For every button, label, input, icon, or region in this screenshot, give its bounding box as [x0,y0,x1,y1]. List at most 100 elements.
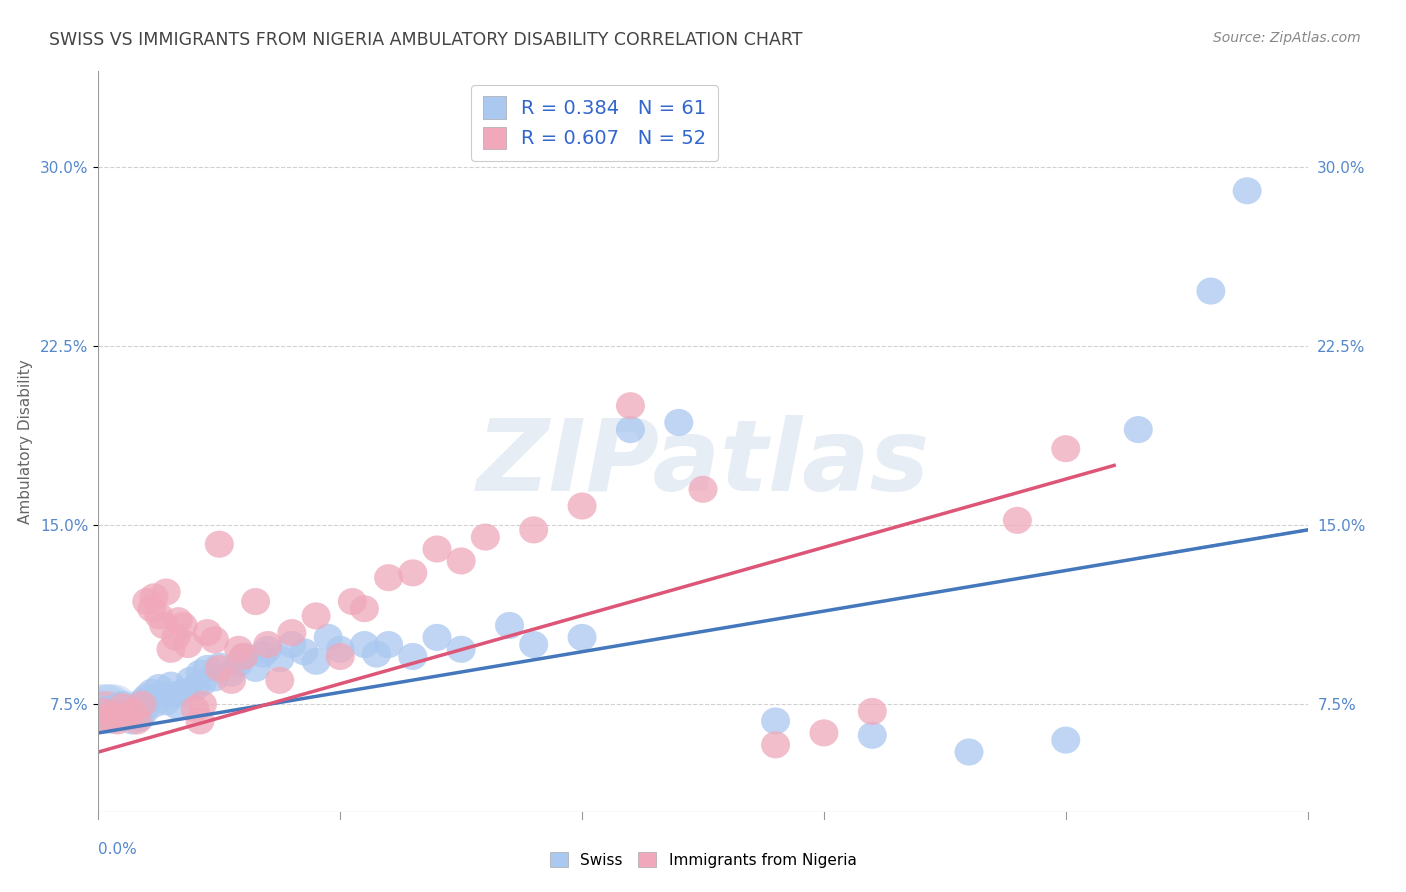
Ellipse shape [149,612,179,639]
Ellipse shape [447,548,475,574]
Ellipse shape [77,684,129,734]
Ellipse shape [86,691,129,731]
Ellipse shape [1002,507,1032,534]
Ellipse shape [422,535,451,563]
Ellipse shape [277,619,307,646]
Ellipse shape [111,703,139,730]
Ellipse shape [326,643,354,670]
Ellipse shape [103,693,132,720]
Ellipse shape [128,689,156,715]
Ellipse shape [98,700,128,727]
Ellipse shape [89,696,118,723]
Legend: Swiss, Immigrants from Nigeria: Swiss, Immigrants from Nigeria [544,846,862,873]
Ellipse shape [1123,416,1153,443]
Ellipse shape [156,636,186,663]
Ellipse shape [173,631,202,658]
Ellipse shape [616,416,645,443]
Ellipse shape [125,705,155,732]
Ellipse shape [152,578,180,606]
Ellipse shape [112,703,142,730]
Ellipse shape [301,602,330,630]
Ellipse shape [519,516,548,543]
Ellipse shape [162,681,190,708]
Ellipse shape [217,660,246,687]
Ellipse shape [1197,277,1226,305]
Ellipse shape [103,707,132,734]
Ellipse shape [301,648,330,675]
Ellipse shape [314,624,343,651]
Ellipse shape [169,612,198,639]
Ellipse shape [118,698,146,725]
Text: Source: ZipAtlas.com: Source: ZipAtlas.com [1213,31,1361,45]
Ellipse shape [761,731,790,758]
Ellipse shape [94,705,122,732]
Ellipse shape [200,665,229,691]
Ellipse shape [858,698,887,725]
Ellipse shape [229,643,259,670]
Ellipse shape [1052,435,1080,462]
Ellipse shape [266,667,294,694]
Ellipse shape [186,707,215,734]
Ellipse shape [156,672,186,698]
Text: 0.0%: 0.0% [98,842,138,857]
Ellipse shape [253,636,283,663]
Ellipse shape [129,698,159,725]
Ellipse shape [398,559,427,586]
Ellipse shape [277,631,307,658]
Ellipse shape [224,636,253,663]
Ellipse shape [326,636,354,663]
Ellipse shape [108,693,138,720]
Ellipse shape [249,640,277,667]
Ellipse shape [152,689,180,715]
Ellipse shape [374,631,404,658]
Ellipse shape [205,531,233,558]
Ellipse shape [145,602,173,630]
Ellipse shape [447,636,475,663]
Ellipse shape [132,683,162,711]
Ellipse shape [337,588,367,615]
Ellipse shape [176,667,205,694]
Ellipse shape [193,619,222,646]
Ellipse shape [188,690,217,718]
Ellipse shape [82,684,135,734]
Ellipse shape [229,643,259,670]
Ellipse shape [1052,726,1080,754]
Text: SWISS VS IMMIGRANTS FROM NIGERIA AMBULATORY DISABILITY CORRELATION CHART: SWISS VS IMMIGRANTS FROM NIGERIA AMBULAT… [49,31,803,49]
Ellipse shape [205,655,233,682]
Ellipse shape [94,700,122,727]
Ellipse shape [186,660,215,687]
Ellipse shape [495,612,524,639]
Ellipse shape [108,690,138,718]
Ellipse shape [290,638,319,665]
Ellipse shape [224,650,253,677]
Ellipse shape [471,524,501,550]
Ellipse shape [188,669,217,697]
Ellipse shape [89,698,118,725]
Ellipse shape [180,674,209,701]
Ellipse shape [810,719,838,747]
Ellipse shape [350,595,380,623]
Ellipse shape [761,707,790,734]
Ellipse shape [616,392,645,419]
Ellipse shape [86,684,139,734]
Legend: R = 0.384   N = 61, R = 0.607   N = 52: R = 0.384 N = 61, R = 0.607 N = 52 [471,85,718,161]
Ellipse shape [163,607,193,634]
Ellipse shape [361,640,391,667]
Ellipse shape [350,631,380,658]
Ellipse shape [132,588,162,615]
Ellipse shape [422,624,451,651]
Ellipse shape [205,652,233,680]
Ellipse shape [139,583,169,610]
Ellipse shape [120,700,149,727]
Ellipse shape [955,739,984,765]
Ellipse shape [266,645,294,673]
Ellipse shape [115,696,145,723]
Ellipse shape [240,655,270,682]
Ellipse shape [146,681,176,708]
Ellipse shape [162,624,190,651]
Ellipse shape [138,679,166,706]
Ellipse shape [98,698,128,725]
Ellipse shape [145,674,173,701]
Ellipse shape [139,690,169,718]
Ellipse shape [217,667,246,694]
